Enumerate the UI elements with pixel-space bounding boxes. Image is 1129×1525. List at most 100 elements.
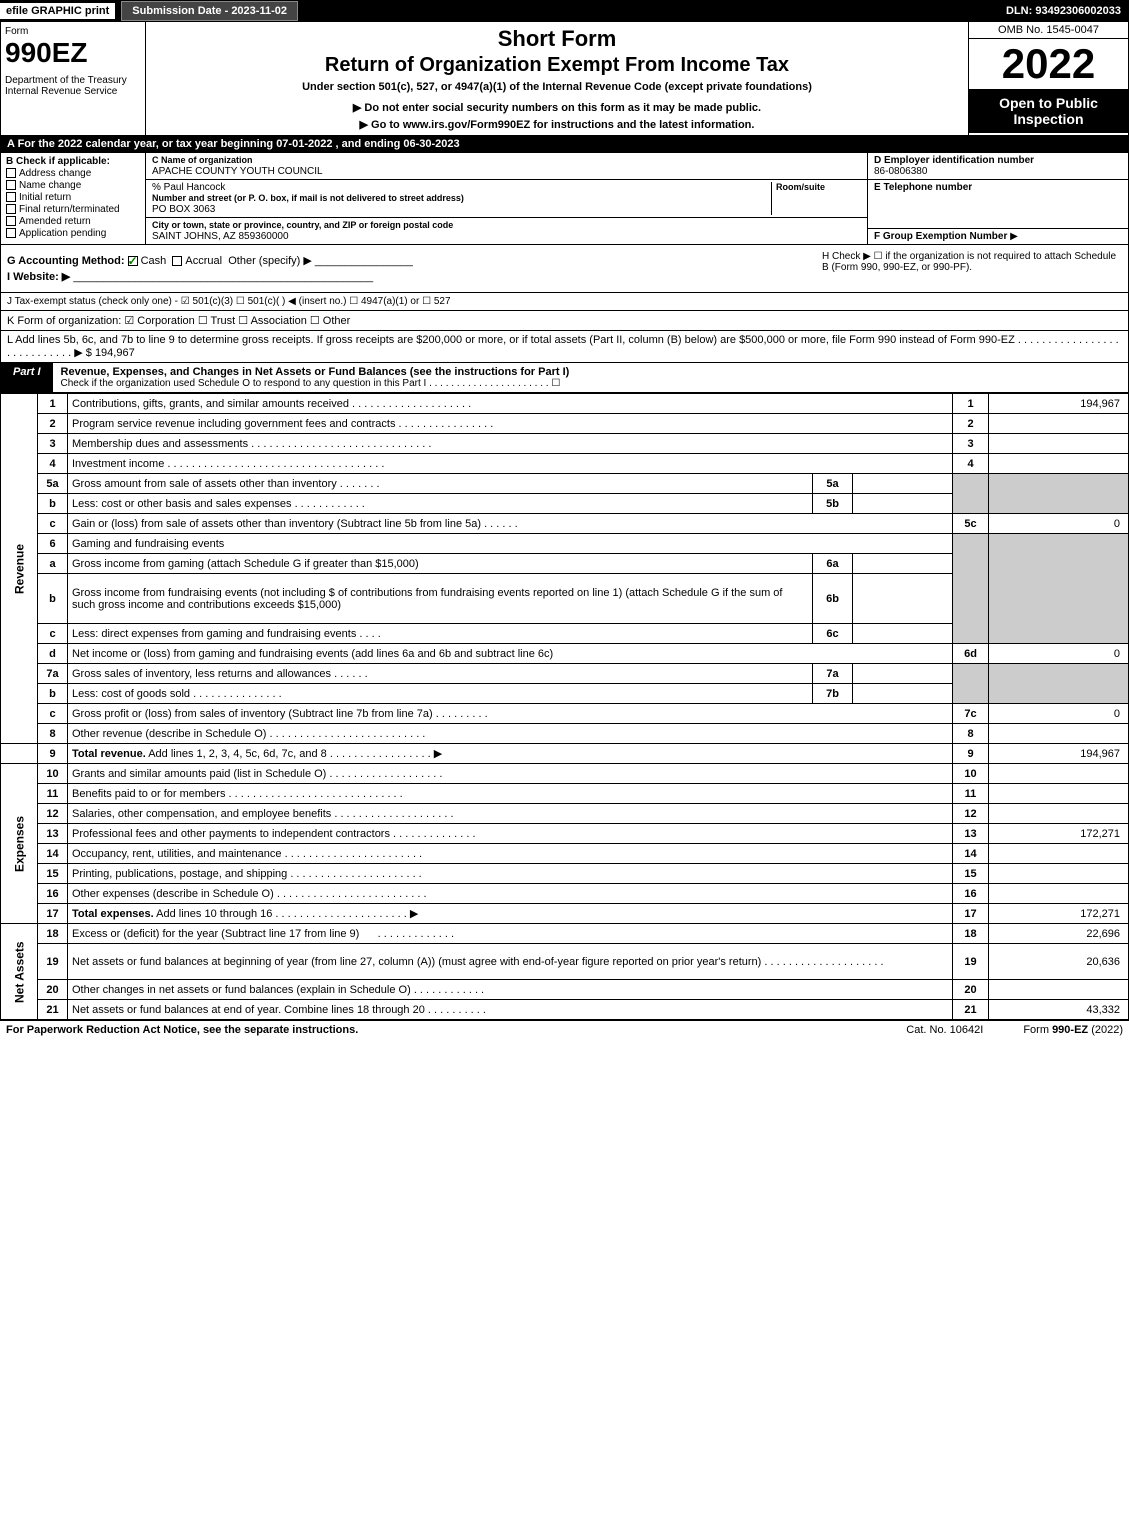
city-row: City or town, state or province, country…	[146, 218, 867, 244]
omb-number: OMB No. 1545-0047	[969, 22, 1128, 39]
netassets-label: Net Assets	[1, 924, 38, 1020]
cb-cash[interactable]	[128, 256, 138, 266]
line-19-desc: Net assets or fund balances at beginning…	[68, 944, 953, 980]
row-l: L Add lines 5b, 6c, and 7b to line 9 to …	[0, 331, 1129, 363]
line-7c-desc: Gross profit or (loss) from sales of inv…	[68, 704, 953, 724]
line-18-desc: Excess or (deficit) for the year (Subtra…	[68, 924, 953, 944]
cb-amended-return[interactable]: Amended return	[6, 216, 140, 227]
city: SAINT JOHNS, AZ 859360000	[152, 231, 289, 242]
line-21-desc: Net assets or fund balances at end of ye…	[68, 1000, 953, 1020]
org-name-row: C Name of organization APACHE COUNTY YOU…	[146, 153, 867, 180]
line-9-desc: Total revenue. Add lines 1, 2, 3, 4, 5c,…	[68, 744, 953, 764]
header-right: OMB No. 1545-0047 2022 Open to Public In…	[968, 22, 1128, 135]
line-6-desc: Gaming and fundraising events	[68, 534, 953, 554]
cb-final-return[interactable]: Final return/terminated	[6, 204, 140, 215]
ein-hdr: D Employer identification number	[874, 155, 1034, 166]
form-header: Form 990EZ Department of the Treasury In…	[0, 22, 1129, 136]
line-2-desc: Program service revenue including govern…	[68, 414, 953, 434]
line-5c-desc: Gain or (loss) from sale of assets other…	[68, 514, 953, 534]
dept-label: Department of the Treasury Internal Reve…	[5, 75, 141, 97]
section-bcdef: B Check if applicable: Address change Na…	[0, 153, 1129, 245]
row-ghi: H Check ▶ ☐ if the organization is not r…	[0, 245, 1129, 293]
line-6a-desc: Gross income from gaming (attach Schedul…	[68, 554, 813, 574]
org-name-hdr: C Name of organization	[152, 155, 253, 165]
group-exempt-hdr: F Group Exemption Number	[874, 231, 1007, 242]
tax-year: 2022	[969, 39, 1128, 89]
open-inspection: Open to Public Inspection	[969, 89, 1128, 133]
dln-label: DLN: 93492306002033	[1006, 5, 1129, 17]
form-subtitle: Under section 501(c), 527, or 4947(a)(1)…	[154, 81, 960, 93]
line-10-desc: Grants and similar amounts paid (list in…	[68, 764, 953, 784]
form-label: Form	[5, 26, 141, 37]
care-of: % Paul Hancock	[152, 182, 225, 193]
line-14-desc: Occupancy, rent, utilities, and maintena…	[68, 844, 953, 864]
top-bar: efile GRAPHIC print Submission Date - 20…	[0, 0, 1129, 22]
room-hdr: Room/suite	[776, 182, 825, 192]
section-e: E Telephone number	[868, 180, 1128, 229]
form-note-ssn: ▶ Do not enter social security numbers o…	[154, 101, 960, 114]
line-6c-desc: Less: direct expenses from gaming and fu…	[68, 624, 813, 644]
section-f: F Group Exemption Number ▶	[868, 229, 1128, 244]
form-number: 990EZ	[5, 37, 141, 69]
submission-date: Submission Date - 2023-11-02	[121, 1, 298, 21]
lines-table: Revenue 1Contributions, gifts, grants, a…	[0, 393, 1129, 1020]
expenses-label: Expenses	[1, 764, 38, 924]
line-1-num: 1	[38, 394, 68, 414]
line-5b-desc: Less: cost or other basis and sales expe…	[68, 494, 813, 514]
cb-initial-return[interactable]: Initial return	[6, 192, 140, 203]
cb-name-change[interactable]: Name change	[6, 180, 140, 191]
line-1-amt: 194,967	[989, 394, 1129, 414]
footer-right: Form 990-EZ (2022)	[1023, 1024, 1123, 1036]
short-form-label: Short Form	[154, 26, 960, 52]
line-4-desc: Investment income . . . . . . . . . . . …	[68, 454, 953, 474]
efile-label[interactable]: efile GRAPHIC print	[0, 3, 115, 19]
street-hdr: Number and street (or P. O. box, if mail…	[152, 193, 464, 203]
row-j: J Tax-exempt status (check only one) - ☑…	[0, 293, 1129, 311]
cb-address-change[interactable]: Address change	[6, 168, 140, 179]
line-20-desc: Other changes in net assets or fund bala…	[68, 980, 953, 1000]
form-note-link[interactable]: ▶ Go to www.irs.gov/Form990EZ for instru…	[154, 118, 960, 131]
row-a-tax-year: A For the 2022 calendar year, or tax yea…	[0, 136, 1129, 153]
line-7a-desc: Gross sales of inventory, less returns a…	[68, 664, 813, 684]
section-d: D Employer identification number 86-0806…	[868, 153, 1128, 180]
line-6b-desc: Gross income from fundraising events (no…	[68, 574, 813, 624]
part-i-header: Part I Revenue, Expenses, and Changes in…	[0, 363, 1129, 393]
section-b-header: B Check if applicable:	[6, 156, 110, 167]
row-k: K Form of organization: ☑ Corporation ☐ …	[0, 311, 1129, 331]
section-b: B Check if applicable: Address change Na…	[1, 153, 146, 244]
header-left: Form 990EZ Department of the Treasury In…	[1, 22, 146, 135]
line-7b-desc: Less: cost of goods sold . . . . . . . .…	[68, 684, 813, 704]
line-3-desc: Membership dues and assessments . . . . …	[68, 434, 953, 454]
ein-val: 86-0806380	[874, 166, 927, 177]
org-name: APACHE COUNTY YOUTH COUNCIL	[152, 166, 323, 177]
city-hdr: City or town, state or province, country…	[152, 220, 453, 230]
phone-hdr: E Telephone number	[874, 182, 972, 193]
line-17-desc: Total expenses. Add lines 10 through 16 …	[68, 904, 953, 924]
cb-application-pending[interactable]: Application pending	[6, 228, 140, 239]
section-c: C Name of organization APACHE COUNTY YOU…	[146, 153, 868, 244]
gross-receipts: 194,967	[95, 347, 135, 359]
line-13-desc: Professional fees and other payments to …	[68, 824, 953, 844]
line-16-desc: Other expenses (describe in Schedule O) …	[68, 884, 953, 904]
footer-center: Cat. No. 10642I	[906, 1024, 983, 1036]
street: PO BOX 3063	[152, 204, 215, 215]
line-11-desc: Benefits paid to or for members . . . . …	[68, 784, 953, 804]
street-row: % Paul Hancock Number and street (or P. …	[146, 180, 867, 218]
part-i-title: Revenue, Expenses, and Changes in Net As…	[53, 363, 1128, 392]
header-center: Short Form Return of Organization Exempt…	[146, 22, 968, 135]
form-title: Return of Organization Exempt From Incom…	[154, 54, 960, 77]
revenue-label: Revenue	[1, 394, 38, 744]
line-5a-desc: Gross amount from sale of assets other t…	[68, 474, 813, 494]
part-i-label: Part I	[1, 363, 53, 392]
line-8-desc: Other revenue (describe in Schedule O) .…	[68, 724, 953, 744]
line-6d-desc: Net income or (loss) from gaming and fun…	[68, 644, 953, 664]
arrow-icon: ▶	[1010, 231, 1018, 242]
footer-left: For Paperwork Reduction Act Notice, see …	[6, 1024, 358, 1036]
page-footer: For Paperwork Reduction Act Notice, see …	[0, 1020, 1129, 1039]
line-12-desc: Salaries, other compensation, and employ…	[68, 804, 953, 824]
section-def: D Employer identification number 86-0806…	[868, 153, 1128, 244]
line-1-desc: Contributions, gifts, grants, and simila…	[68, 394, 953, 414]
cb-accrual[interactable]	[172, 256, 182, 266]
line-15-desc: Printing, publications, postage, and shi…	[68, 864, 953, 884]
section-h: H Check ▶ ☐ if the organization is not r…	[822, 251, 1122, 273]
